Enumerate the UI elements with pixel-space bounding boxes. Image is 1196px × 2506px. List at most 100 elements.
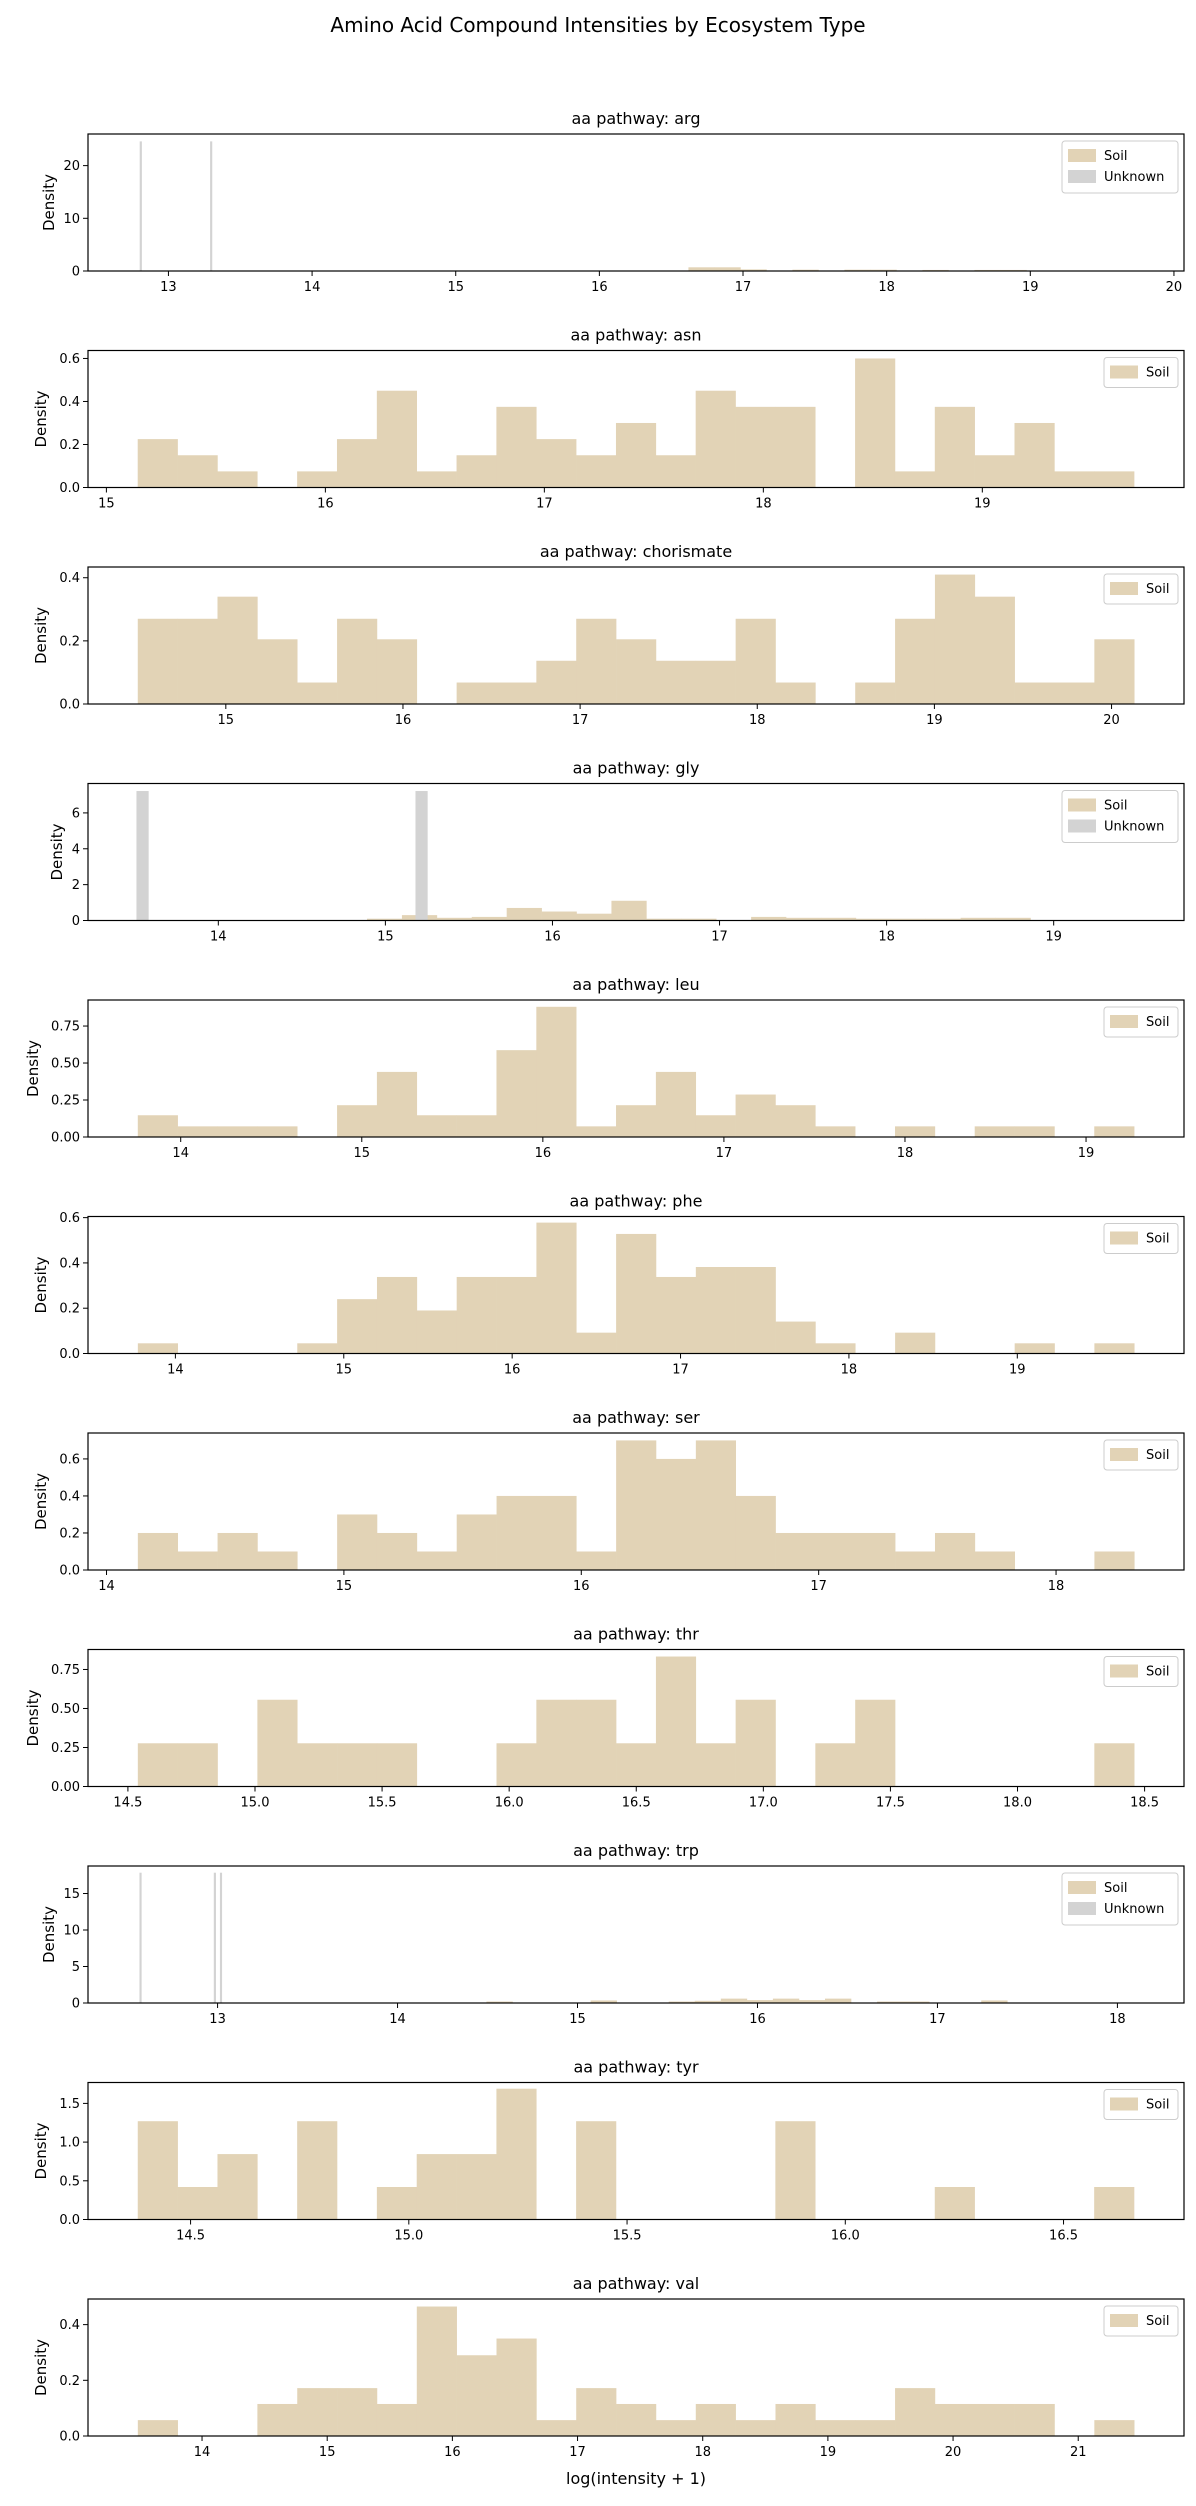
x-tick-label: 15 [447,280,464,295]
bar-soil [844,269,871,271]
bar-soil [740,269,767,271]
x-tick-label: 13 [160,280,177,295]
figure-title: Amino Acid Compound Intensities by Ecosy… [330,13,865,37]
subplot-title: aa pathway: trp [573,1841,699,1860]
bar-soil [1014,2403,1055,2436]
legend-swatch-soil [1110,365,1138,379]
legend-swatch-soil [1068,798,1096,812]
x-axis-label: log(intensity + 1) [566,2469,706,2488]
bar-soil [775,406,816,488]
bar-soil [337,2388,378,2436]
subplot-thr: aa pathway: thr 14.5 15.0 15.5 16.0 16.5 17.0 1… [24,1625,1185,1811]
y-tick-label: 0.75 [51,1663,80,1678]
bar-soil [775,1105,816,1137]
x-tick-label: 16.0 [831,2229,860,2244]
bar-soil [367,918,403,921]
x-tick-label: 17 [572,713,589,728]
bar-unknown [210,141,213,271]
bar-soil [506,907,542,921]
x-tick-label: 15 [354,1146,371,1161]
bar-soil [376,2403,418,2436]
y-tick-label: 15 [63,1887,80,1902]
bar-soil [815,1743,856,1787]
bar-soil [798,2000,826,2003]
bar-soil [995,917,1031,921]
y-axis-label: Density [40,1906,58,1963]
bar-soil [137,2121,178,2220]
bar-soil [694,2000,722,2003]
bar-soil [536,660,577,704]
legend-label: Soil [1146,2098,1169,2113]
x-tick-label: 16.5 [622,1796,651,1811]
bar-soil [376,2186,418,2220]
legend-swatch-soil [1110,582,1138,595]
bar-soil [576,1332,617,1354]
bar-soil [1094,1126,1135,1137]
legend-label: Soil [1146,1665,1169,1680]
subplot-title: aa pathway: gly [573,759,700,778]
bar-soil [576,1126,617,1137]
bar-soil [337,1105,378,1137]
legend: Soil [1103,1223,1179,1254]
axes-frame [87,566,1185,705]
bar-soil [855,1699,896,1787]
bar-soil [416,2306,457,2436]
bar-soil [1054,682,1095,704]
bar-soil [775,2403,816,2436]
y-tick-label: 0.4 [59,2318,80,2333]
legend-box [1103,357,1179,388]
x-tick-label: 17 [929,2012,946,2027]
x-tick-label: 18.0 [1003,1796,1032,1811]
bar-soil [695,390,736,488]
legend-box [1103,1006,1179,1038]
y-tick-label: 5 [72,1960,80,1975]
bar-soil [855,682,896,704]
x-tick-label: 19 [974,497,991,512]
bar-soil [974,2403,1015,2436]
y-axis-label: Density [32,607,50,664]
bar-soil [376,390,417,488]
bar-soil [616,639,657,704]
y-axis-label: Density [24,1689,42,1746]
x-tick-label: 15.5 [368,1796,397,1811]
y-tick-label: 10 [63,1924,80,1939]
subplot-title: aa pathway: leu [572,975,699,994]
x-tick-label: 19 [926,713,943,728]
bar-soil [297,682,338,704]
subplot-title: aa pathway: arg [572,109,701,128]
axes-frame [87,349,1185,489]
bar-soil [655,660,697,704]
x-tick-label: 14 [210,930,227,945]
bar-soil [217,1126,258,1137]
bar-soil [137,1743,178,1787]
bar-soil [337,618,378,704]
legend-label: Soil [1146,1232,1169,1247]
bar-soil [1094,2186,1135,2220]
bar-soil [177,1551,218,1570]
bar-soil [297,2121,338,2220]
y-tick-label: 0.0 [59,2213,80,2228]
y-tick-label: 0.6 [59,1211,80,1226]
bar-soil [611,900,647,921]
bar-soil [646,918,682,921]
subplot-phe: aa pathway: phe 14 15 16 17 18 19 0.0 0.2 0.4 0.6 D… [32,1192,1185,1378]
legend: Soil [1103,1656,1179,1687]
y-tick-label: 0.4 [59,1489,80,1504]
bar-soil [855,358,896,488]
bar-soil [496,406,537,488]
bar-soil [217,1532,258,1570]
bar-soil [934,1532,976,1570]
bar-soil [456,1514,497,1570]
bar-soil [792,269,819,271]
bar-soil [536,439,577,488]
bar-soil [786,917,822,921]
x-tick-label: 18 [749,713,766,728]
y-tick-label: 0.4 [59,571,80,586]
legend-label: Soil [1146,2314,1169,2329]
bar-soil [416,1115,457,1137]
y-tick-label: 0.0 [59,698,80,713]
bar-unknown [139,1872,142,2003]
bar-soil [416,2154,457,2220]
bar-soil [974,455,1015,488]
bar-soil [1094,1343,1135,1354]
